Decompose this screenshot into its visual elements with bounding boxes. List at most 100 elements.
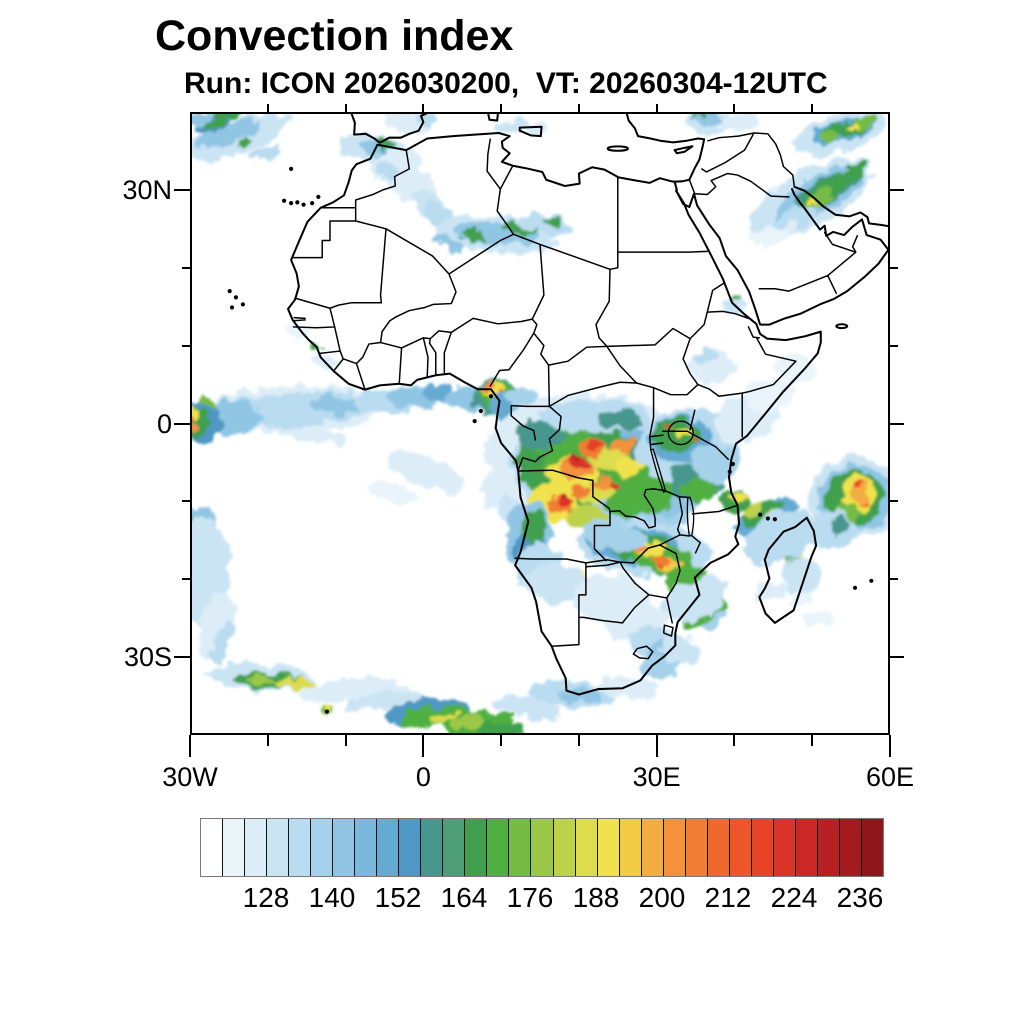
island-dot xyxy=(472,419,477,424)
field-blob xyxy=(854,480,862,487)
island-dot xyxy=(316,194,321,199)
field-blob xyxy=(860,500,867,506)
x-axis-tick xyxy=(344,735,347,746)
field-blob xyxy=(540,218,564,227)
colorbar-cell xyxy=(618,819,641,876)
colorbar-tick-label: 140 xyxy=(308,882,356,913)
field-blob xyxy=(743,500,764,515)
colorbar-cell xyxy=(684,819,707,876)
colorbar-tick-label: 212 xyxy=(704,882,752,913)
colorbar-cell xyxy=(794,819,817,876)
island-dot xyxy=(730,461,735,467)
field-blob xyxy=(272,677,313,689)
field-blob xyxy=(848,123,859,129)
field-blob xyxy=(691,349,715,366)
field-blob xyxy=(369,482,415,505)
colorbar xyxy=(200,818,884,877)
x-axis-tick xyxy=(500,735,503,746)
borders-southern-africa xyxy=(514,544,681,660)
x-axis-top-tick xyxy=(733,104,736,112)
colorbar-cell xyxy=(310,819,333,876)
y-axis-tick-label: 30S xyxy=(123,642,172,673)
colorbar-cell xyxy=(596,819,619,876)
iberia-coastline xyxy=(349,112,431,144)
x-axis-tick xyxy=(189,735,191,757)
field-blob xyxy=(594,410,642,429)
island-dot xyxy=(869,578,874,583)
sinai-arabia-coastline xyxy=(675,188,890,326)
island-dot xyxy=(765,516,770,521)
field-blob xyxy=(694,114,709,121)
colorbar-cell xyxy=(398,819,421,876)
island-dot xyxy=(295,200,300,205)
island-dot xyxy=(772,517,777,522)
field-blob xyxy=(249,675,274,684)
y-axis-tick xyxy=(182,266,190,269)
island-dot xyxy=(240,302,245,307)
field-blob xyxy=(495,119,530,133)
borders-east-africa xyxy=(606,282,797,461)
field-blob xyxy=(190,113,211,127)
y-axis-right-tick xyxy=(890,344,898,347)
levant-anatolia-coastline xyxy=(625,112,706,183)
field-blob xyxy=(571,483,591,496)
field-blob xyxy=(830,163,869,186)
colorbar-cell xyxy=(662,819,685,876)
island-dot xyxy=(758,512,763,517)
cyprus-coastline xyxy=(673,145,694,155)
country-borders xyxy=(291,132,859,660)
x-axis-tick-label: 0 xyxy=(415,762,431,792)
colorbar-cell xyxy=(244,819,267,876)
colorbar-cell xyxy=(464,819,487,876)
field-blob xyxy=(454,714,486,729)
field-blob xyxy=(559,492,568,500)
island-dot xyxy=(727,469,732,474)
field-blob xyxy=(195,119,263,149)
colorbar-cell xyxy=(201,819,223,876)
field-blob xyxy=(202,120,224,131)
colorbar-cell xyxy=(574,819,597,876)
field-blob xyxy=(609,481,621,489)
field-blob xyxy=(652,418,700,453)
y-axis-tick xyxy=(174,188,190,191)
lake-victoria xyxy=(667,420,694,446)
field-blob xyxy=(570,454,580,461)
x-axis-tick xyxy=(577,735,580,746)
africa-coastline xyxy=(286,132,822,696)
field-blob xyxy=(431,477,462,494)
field-blob xyxy=(583,520,645,553)
crete-coastline xyxy=(606,145,629,152)
field-blob xyxy=(555,688,603,704)
y-axis-right-tick xyxy=(890,500,898,503)
field-blob xyxy=(660,562,668,568)
field-blob xyxy=(740,499,783,527)
y-axis-tick-label: 30N xyxy=(122,174,172,205)
lake-malawi xyxy=(686,496,695,537)
colorbar-cell xyxy=(288,819,311,876)
y-axis-right-tick xyxy=(890,422,904,425)
x-axis-top-tick xyxy=(500,104,503,112)
y-axis-right-tick xyxy=(890,656,904,659)
borders-west-africa xyxy=(291,316,608,391)
field-blob xyxy=(524,563,587,603)
colorbar-tick-label: 128 xyxy=(242,882,290,913)
colorbar-cell xyxy=(486,819,509,876)
field-blob xyxy=(414,112,438,125)
field-blob xyxy=(718,112,759,131)
x-axis-tick-label: 30W xyxy=(162,762,218,792)
x-axis-top-tick xyxy=(577,104,580,112)
field-blob xyxy=(662,639,698,665)
colorbar-cell xyxy=(750,819,773,876)
island-dot xyxy=(488,394,494,399)
borders-central-africa xyxy=(510,268,739,564)
sicily-coastline xyxy=(518,125,543,138)
lake-tanganyika xyxy=(650,448,667,493)
y-axis-right-tick xyxy=(890,188,904,191)
field-blob xyxy=(190,407,201,422)
y-axis-tick xyxy=(174,422,190,425)
field-blob xyxy=(732,297,741,304)
x-axis-top-tick xyxy=(344,104,347,112)
colorbar-cell xyxy=(530,819,553,876)
colorbar-tick-label: 152 xyxy=(374,882,422,913)
island-dot xyxy=(282,198,287,203)
